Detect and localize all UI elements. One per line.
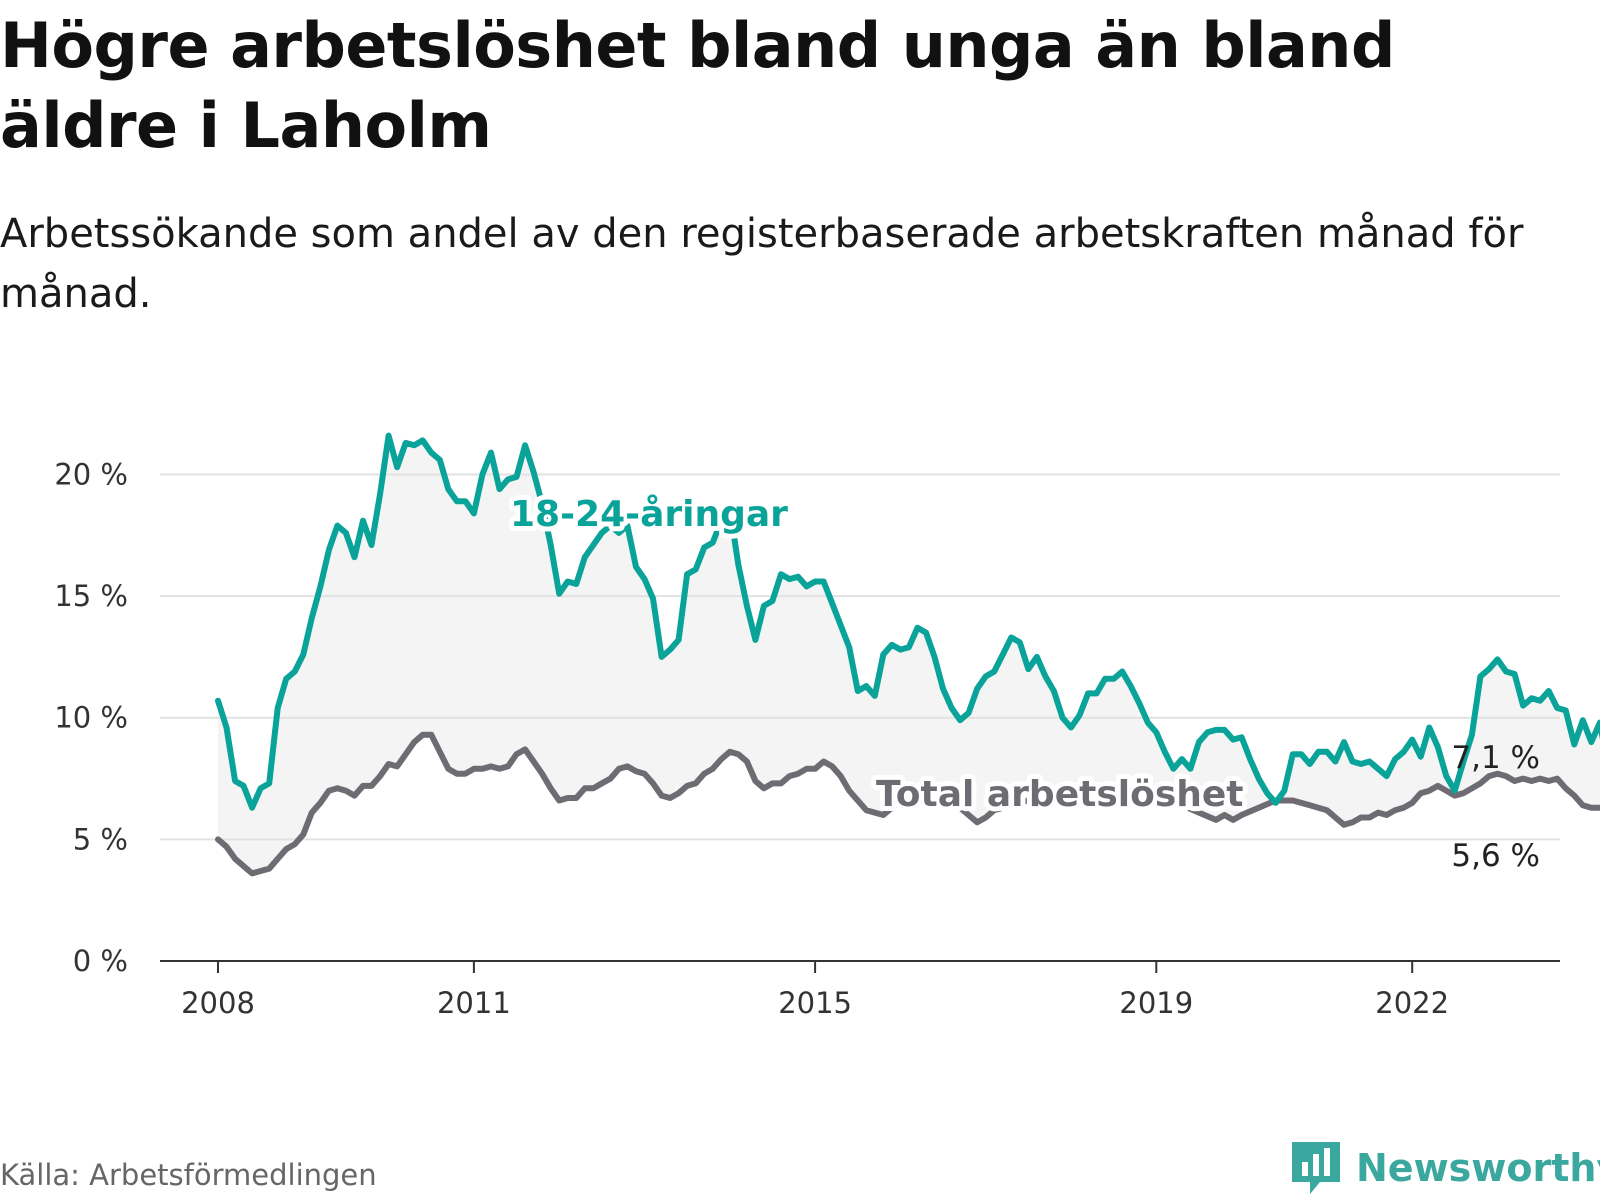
series-label-youth: 18-24-åringar [510, 494, 788, 535]
line-chart: 0 %5 %10 %15 %20 % 2008 2011 2015 2019 2022 … [54, 432, 1600, 1020]
series-label-total: Total arbetslöshet [876, 774, 1244, 815]
x-tick-label: 2019 [1119, 986, 1193, 1020]
brand-logo: Newsworthy [1290, 1140, 1600, 1196]
end-value-youth: 7,1 % [1451, 740, 1540, 776]
chart-subtitle: Arbetssökande som andel av den registerb… [0, 211, 1524, 317]
y-tick-label: 0 % [73, 944, 128, 978]
newsworthy-logo-icon [1292, 1142, 1340, 1194]
x-tick-label: 2015 [778, 986, 852, 1020]
x-axis-labels: 2008 2011 2015 2019 2022 [181, 986, 1449, 1020]
y-axis-labels: 0 % 5 % 10 % 15 % 20 % [54, 457, 128, 978]
source-note: Källa: Arbetsförmedlingen [0, 1158, 377, 1192]
y-tick-label: 5 % [73, 822, 128, 856]
gap-band [218, 435, 1600, 874]
chart-title: Högre arbetslöshet bland unga än bland ä… [0, 9, 1395, 162]
x-tick-label: 2011 [437, 986, 511, 1020]
x-tick-label: 2022 [1375, 986, 1449, 1020]
series-line-total [215, 731, 1600, 877]
brand-name: Newsworthy [1356, 1146, 1600, 1190]
y-tick-label: 15 % [54, 579, 128, 613]
y-tick-label: 10 % [54, 701, 128, 735]
series-line-youth [215, 432, 1600, 811]
end-value-total: 5,6 % [1451, 838, 1540, 874]
x-tick-label: 2008 [181, 986, 255, 1020]
gridlines [160, 473, 1560, 841]
y-tick-label: 20 % [54, 457, 128, 491]
x-axis-ticks [217, 961, 1414, 973]
